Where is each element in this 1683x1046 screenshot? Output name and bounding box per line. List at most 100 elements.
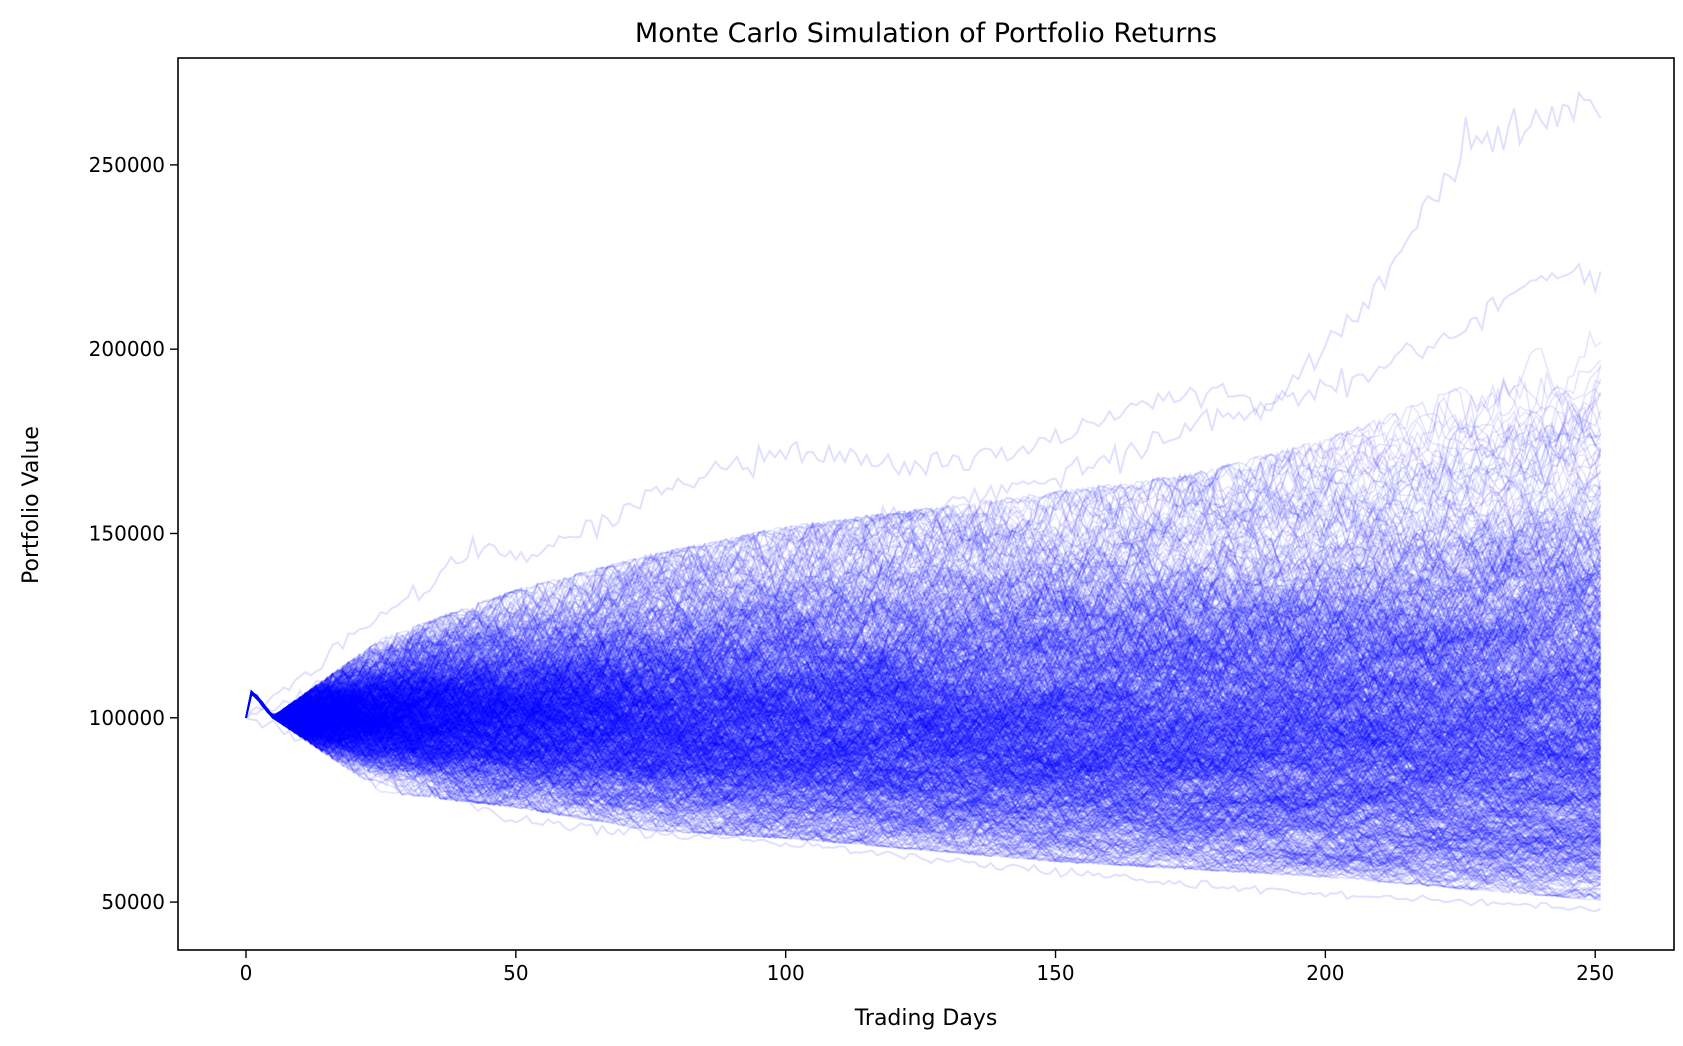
simulation-path	[245, 534, 1601, 745]
y-axis-ticks: 50000 100000 150000 200000 250000	[89, 153, 178, 914]
simulation-path	[245, 629, 1602, 761]
simulation-path	[245, 675, 1601, 797]
simulation-path	[245, 493, 1601, 757]
simulation-path	[245, 611, 1602, 766]
simulation-path	[245, 660, 1602, 822]
simulation-path	[245, 443, 1602, 732]
simulation-path	[245, 451, 1602, 734]
simulation-path	[245, 568, 1602, 772]
simulation-path	[245, 366, 1602, 726]
simulation-path	[245, 624, 1601, 751]
simulation-path	[245, 687, 1601, 787]
x-tick-label: 0	[240, 961, 253, 985]
simulation-path	[245, 558, 1601, 739]
simulation-path	[245, 691, 1601, 876]
simulation-path	[245, 647, 1602, 846]
simulation-path	[245, 656, 1602, 840]
simulation-path	[245, 561, 1601, 732]
simulation-path	[245, 605, 1602, 741]
simulation-path	[245, 545, 1601, 901]
simulation-path	[245, 691, 1601, 857]
simulation-path	[245, 685, 1601, 805]
simulation-path	[245, 691, 1601, 790]
chart-title: Monte Carlo Simulation of Portfolio Retu…	[635, 18, 1217, 49]
simulation-path	[245, 692, 1602, 880]
simulation-path	[245, 657, 1601, 851]
simulation-path	[245, 608, 1602, 764]
simulation-path	[245, 550, 1602, 729]
simulation-path	[245, 556, 1602, 748]
simulation-path	[245, 641, 1601, 750]
simulation-path	[245, 481, 1602, 733]
x-tick-label: 250	[1576, 961, 1614, 985]
simulation-path	[245, 691, 1602, 867]
y-tick-label: 250000	[89, 153, 165, 177]
simulation-path	[245, 627, 1601, 836]
simulation-path	[245, 538, 1602, 773]
simulation-path	[245, 690, 1602, 874]
simulation-path	[245, 691, 1601, 830]
simulation-path	[245, 691, 1602, 861]
x-axis-label: Trading Days	[854, 1006, 998, 1031]
simulation-path	[245, 402, 1601, 744]
simulation-path	[245, 453, 1601, 727]
simulation-path	[245, 681, 1602, 852]
simulation-path	[245, 688, 1602, 854]
simulation-path	[245, 691, 1601, 846]
simulation-path	[245, 661, 1602, 854]
simulation-path	[245, 636, 1602, 843]
simulation-path	[245, 574, 1602, 744]
simulation-path	[245, 511, 1602, 730]
simulation-path	[245, 691, 1601, 858]
simulation-path	[245, 692, 1602, 885]
simulation-path	[245, 663, 1601, 762]
simulation-path	[245, 427, 1602, 727]
simulation-path	[245, 690, 1602, 867]
simulation-path	[245, 691, 1601, 866]
simulation-path	[245, 684, 1601, 883]
simulation-path	[245, 399, 1602, 763]
y-tick-label: 150000	[89, 521, 165, 545]
x-tick-label: 200	[1306, 961, 1344, 985]
simulation-path	[245, 672, 1602, 814]
simulation-path	[245, 528, 1602, 822]
simulation-path	[245, 564, 1601, 722]
x-tick-label: 150	[1036, 961, 1074, 985]
simulation-path	[245, 631, 1602, 757]
simulation-path	[245, 499, 1602, 729]
simulation-path	[245, 449, 1602, 729]
simulation-path	[245, 434, 1602, 729]
simulation-path	[245, 511, 1602, 722]
simulation-path	[245, 605, 1601, 763]
simulation-path	[245, 637, 1601, 791]
simulation-paths	[245, 90, 1602, 913]
simulation-path	[245, 559, 1602, 763]
simulation-path	[245, 689, 1601, 874]
simulation-path	[245, 644, 1601, 780]
simulation-path	[245, 677, 1601, 846]
simulation-path	[245, 666, 1601, 821]
simulation-path	[245, 545, 1602, 719]
simulation-path	[245, 585, 1602, 801]
simulation-path	[245, 692, 1601, 878]
y-axis-label: Portfolio Value	[19, 426, 44, 584]
simulation-path	[245, 684, 1601, 885]
simulation-path	[245, 622, 1602, 750]
simulation-path	[245, 622, 1601, 793]
simulation-path	[245, 691, 1602, 874]
simulation-path	[245, 692, 1602, 811]
simulation-path	[245, 691, 1602, 887]
simulation-path	[245, 476, 1602, 733]
simulation-path	[245, 647, 1602, 815]
simulation-path	[245, 680, 1602, 796]
y-tick-label: 50000	[101, 890, 165, 914]
simulation-path	[245, 589, 1602, 833]
simulation-path	[245, 679, 1601, 880]
simulation-path	[245, 682, 1601, 902]
simulation-path	[245, 615, 1601, 833]
simulation-path	[245, 637, 1601, 861]
simulation-path	[245, 654, 1601, 846]
simulation-path	[245, 660, 1601, 821]
simulation-path	[245, 377, 1602, 746]
